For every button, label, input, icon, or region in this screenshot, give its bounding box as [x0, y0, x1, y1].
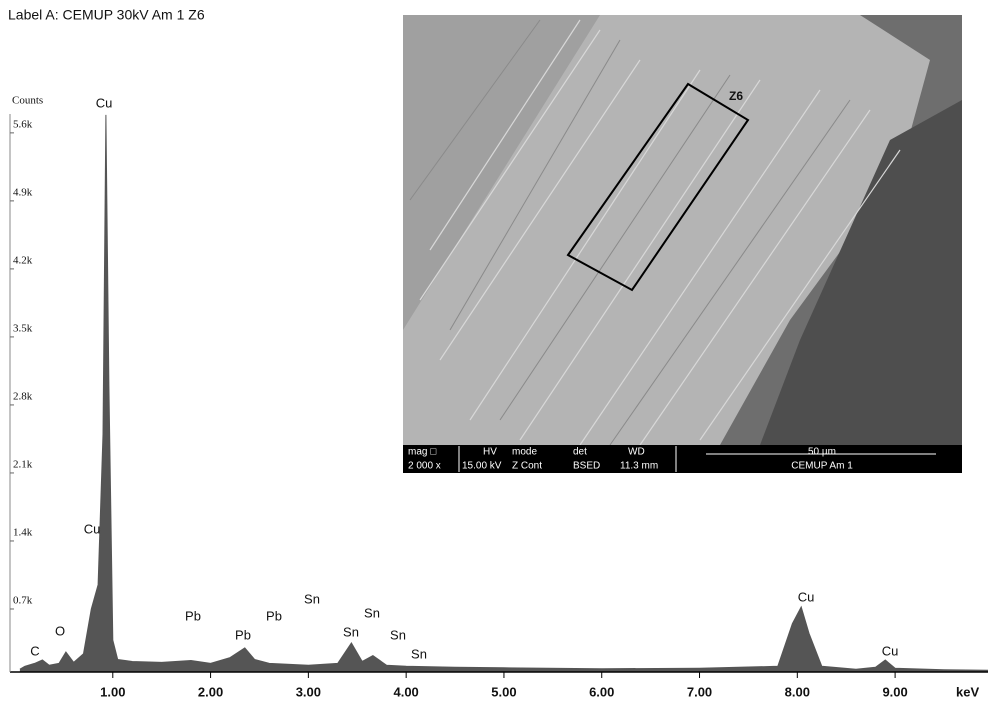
- peak-label: Sn: [411, 646, 427, 661]
- peak-label: Pb: [185, 608, 201, 623]
- peak-label: Pb: [235, 627, 251, 642]
- peak-label: C: [30, 643, 39, 658]
- y-tick-label: 2.8k: [13, 390, 33, 402]
- scale-label: 50 µm: [808, 447, 836, 458]
- info-text: mode: [512, 447, 537, 458]
- x-tick-label: 5.00: [491, 684, 516, 699]
- inset-label: CEMUP Am 1: [791, 461, 853, 472]
- zone-label: Z6: [729, 89, 743, 103]
- y-tick-label: 4.9k: [13, 186, 33, 198]
- x-tick-label: 6.00: [589, 684, 614, 699]
- info-text: mag □: [408, 447, 436, 458]
- sem-image: Z6 mag □ HV mode det WD 2 000 x 15.00 kV Z Cont…: [403, 15, 962, 473]
- x-tick-label: 4.00: [393, 684, 418, 699]
- x-tick-label: 8.00: [785, 684, 810, 699]
- info-text: 2 000 x: [408, 461, 441, 472]
- chart-title: Label A: CEMUP 30kV Am 1 Z6: [8, 7, 205, 23]
- peak-label: O: [55, 623, 65, 638]
- peak-label: Cu: [798, 589, 815, 604]
- x-tick-label: 2.00: [198, 684, 223, 699]
- info-text: WD: [628, 447, 645, 458]
- info-text: Z Cont: [512, 461, 542, 472]
- y-tick-label: 5.6k: [13, 118, 33, 130]
- x-tick-label: 7.00: [687, 684, 712, 699]
- peak-label: Sn: [343, 624, 359, 639]
- y-tick-label: 3.5k: [13, 322, 33, 334]
- y-tick-label: 1.4k: [13, 526, 33, 538]
- peak-label: Sn: [304, 591, 320, 606]
- y-tick-label: 2.1k: [13, 458, 33, 470]
- image-region: [760, 100, 962, 445]
- info-bar: [403, 445, 962, 473]
- info-text: 11.3 mm: [620, 461, 658, 472]
- x-tick-label: 3.00: [296, 684, 321, 699]
- peak-label: Sn: [364, 605, 380, 620]
- info-text: det: [573, 447, 587, 458]
- spectrum-line: [19, 114, 988, 671]
- x-axis-label: keV: [956, 684, 979, 699]
- image-texture: [419, 19, 901, 446]
- info-text: 15.00 kV: [462, 461, 502, 472]
- info-text: HV: [483, 447, 497, 458]
- info-text: BSED: [573, 461, 600, 472]
- peak-label: Cu: [96, 95, 113, 110]
- image-texture: [409, 19, 851, 446]
- peak-label: Sn: [390, 627, 406, 642]
- x-tick-label: 1.00: [100, 684, 125, 699]
- x-tick-label: 9.00: [882, 684, 907, 699]
- peak-label: Cu: [84, 521, 101, 536]
- y-tick-label: 0.7k: [13, 595, 33, 607]
- peak-label: Pb: [266, 608, 282, 623]
- zone-box: [566, 82, 750, 292]
- y-tick-label: 4.2k: [13, 254, 33, 266]
- peak-label: Cu: [882, 643, 899, 658]
- y-axis-label: Counts: [12, 95, 43, 107]
